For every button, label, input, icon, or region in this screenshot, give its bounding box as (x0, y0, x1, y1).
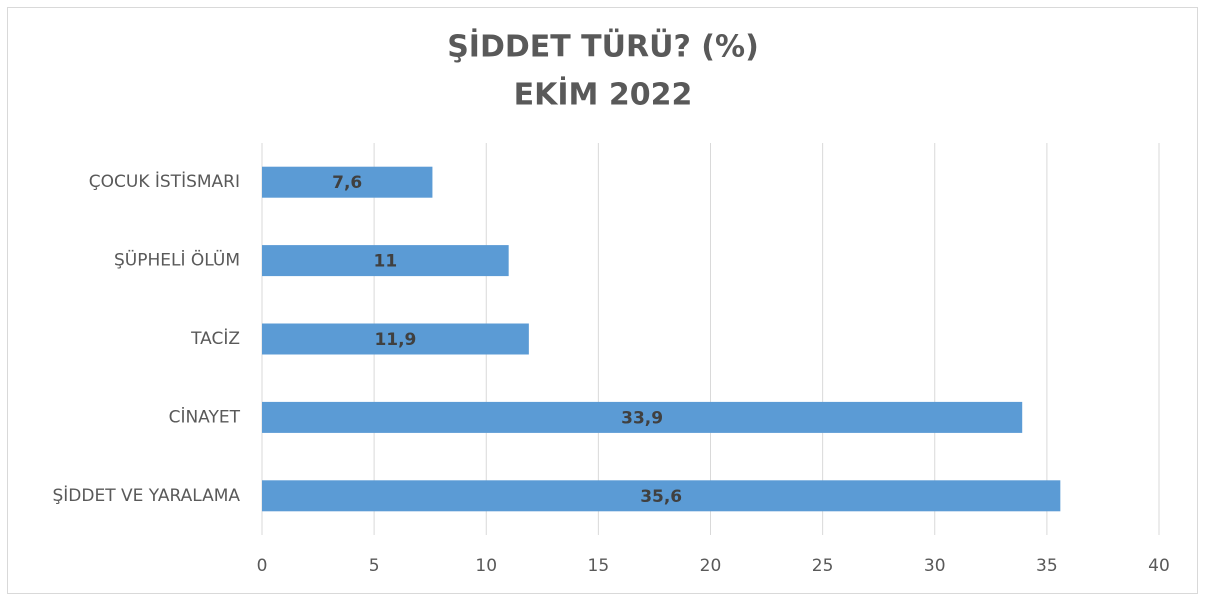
bar (262, 245, 509, 277)
y-tick-label: ŞÜPHELİ ÖLÜM (114, 249, 240, 271)
bar (262, 166, 433, 198)
x-tick-label: 20 (700, 556, 722, 576)
x-tick-label: 15 (588, 556, 610, 576)
data-label: 11 (374, 252, 398, 272)
chart-title: ŞİDDET TÜRÜ? (%) (447, 28, 759, 65)
data-label: 33,9 (621, 408, 663, 428)
data-label: 7,6 (332, 173, 362, 193)
x-tick-label: 0 (257, 556, 268, 576)
bar (262, 480, 1061, 512)
x-tick-label: 5 (369, 556, 380, 576)
bar (262, 401, 1023, 433)
x-tick-label: 40 (1148, 556, 1170, 576)
x-tick-label: 10 (475, 556, 497, 576)
y-tick-label: ŞİDDET VE YARALAMA (52, 485, 240, 506)
y-tick-label: TACİZ (190, 328, 240, 349)
x-tick-label: 25 (812, 556, 834, 576)
y-tick-label: CİNAYET (169, 406, 241, 427)
data-label: 35,6 (640, 487, 682, 507)
y-tick-label: ÇOCUK İSTİSMARI (89, 171, 240, 192)
data-label: 11,9 (374, 330, 416, 350)
bar (262, 323, 529, 355)
chart-subtitle: EKİM 2022 (514, 77, 693, 113)
x-tick-label: 35 (1036, 556, 1058, 576)
x-tick-label: 30 (924, 556, 946, 576)
